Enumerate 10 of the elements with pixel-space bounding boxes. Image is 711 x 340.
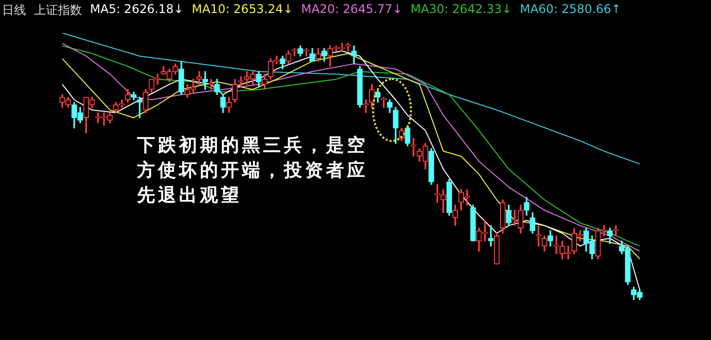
chart-title: 日线	[2, 2, 26, 19]
candlestick	[292, 48, 298, 56]
chart-subtitle: 上证指数	[34, 2, 82, 19]
text: MA10: 2653.24↓	[192, 2, 294, 18]
text: MA60: 2580.66↑	[520, 2, 622, 18]
annotation: 下跌初期的黑三兵，是空方使坏的开端，投资者应先退出观望	[137, 134, 369, 208]
text: MA20: 2645.77↓	[301, 2, 402, 18]
candlestick	[410, 138, 416, 157]
text: MA30: 2642.33↓	[410, 2, 512, 18]
text: MA5: 2626.18↓	[90, 2, 184, 18]
